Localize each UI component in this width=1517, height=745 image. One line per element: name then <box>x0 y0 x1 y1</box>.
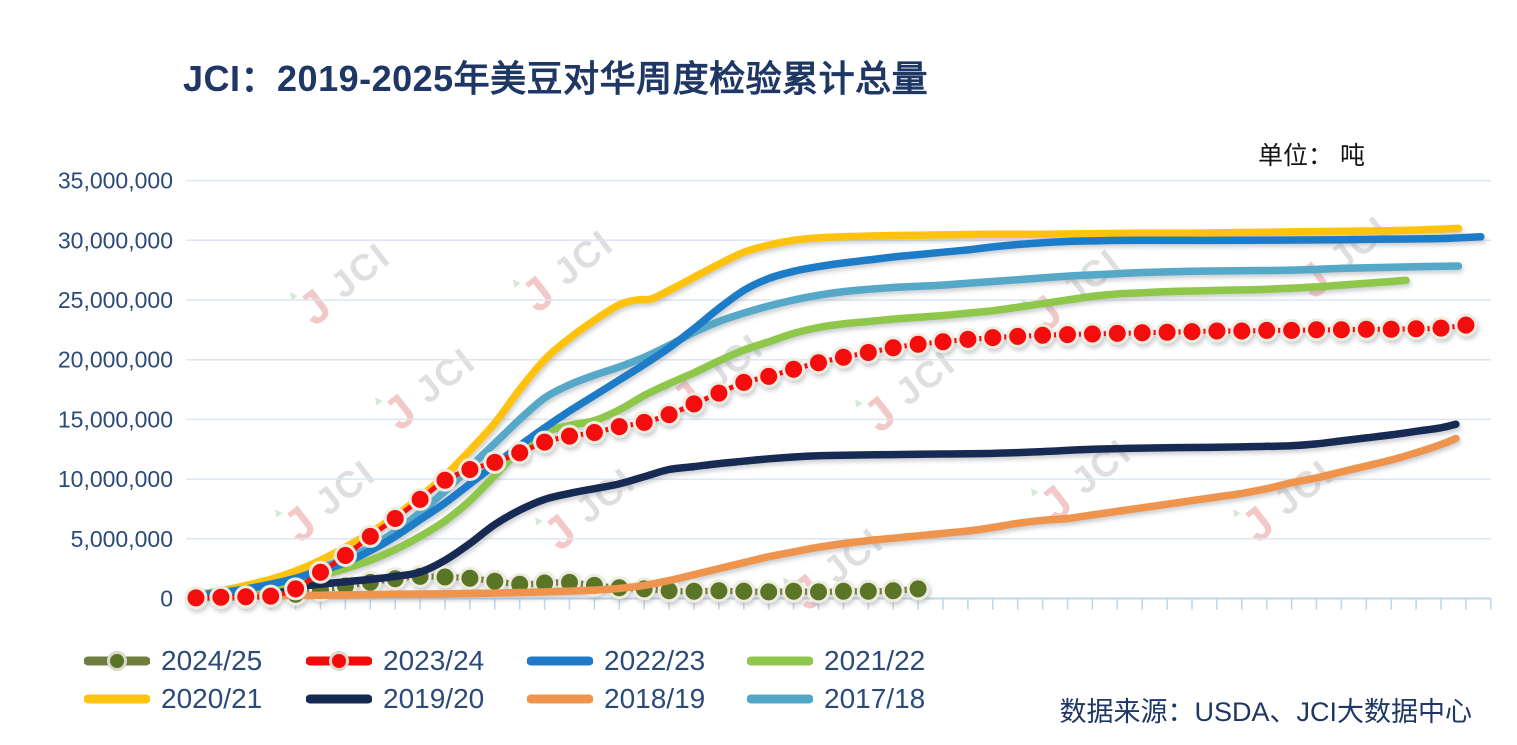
data-point-marker <box>682 579 706 603</box>
data-point-marker <box>209 585 233 609</box>
data-point-marker <box>682 392 706 416</box>
y-axis-label: 35,000,000 <box>58 168 173 194</box>
data-point-marker <box>831 345 855 369</box>
data-point-marker <box>1429 316 1453 340</box>
series-layer <box>184 224 1485 610</box>
data-point-marker <box>1080 322 1104 346</box>
data-point-marker <box>931 330 955 354</box>
y-axis-label: 10,000,000 <box>58 466 173 492</box>
series-2023-24 <box>184 313 1478 610</box>
data-point-marker <box>981 326 1005 350</box>
data-point-marker <box>881 579 905 603</box>
series-line <box>192 420 1460 599</box>
data-point-marker <box>1180 320 1204 344</box>
data-point-marker <box>458 566 482 590</box>
data-point-marker <box>732 370 756 394</box>
series-2018-19 <box>192 434 1460 601</box>
y-axis-label: 5,000,000 <box>71 526 173 552</box>
data-point-marker <box>333 544 357 567</box>
data-point-marker <box>757 364 781 388</box>
data-point-marker <box>1031 323 1055 347</box>
unit-label: 单位： 吨 <box>1258 142 1365 170</box>
data-point-marker <box>1205 319 1229 343</box>
data-point-marker <box>757 580 781 604</box>
data-point-marker <box>956 327 980 351</box>
data-point-marker <box>831 579 855 603</box>
data-point-marker <box>807 580 830 604</box>
data-point-marker <box>782 357 806 381</box>
series-line <box>192 276 1410 600</box>
chart-title: JCI：2019-2025年美豆对华周度检验累计总量 <box>183 58 929 99</box>
data-point-marker <box>309 560 332 584</box>
data-point-marker <box>1404 317 1428 341</box>
data-point-marker <box>1105 321 1129 345</box>
data-point-marker <box>1006 324 1030 348</box>
data-point-marker <box>433 565 457 589</box>
data-point-marker <box>1354 317 1378 341</box>
data-point-marker <box>508 441 532 465</box>
y-axis-label: 0 <box>160 586 173 612</box>
data-point-marker <box>1130 321 1154 345</box>
series-2021-22 <box>192 276 1410 600</box>
y-axis-label: 20,000,000 <box>58 347 173 373</box>
data-point-marker <box>582 421 606 444</box>
data-point-marker <box>657 403 681 427</box>
y-axis-label: 30,000,000 <box>58 227 173 253</box>
data-point-marker <box>184 586 208 610</box>
series-2022-23 <box>192 232 1485 600</box>
data-point-marker <box>558 424 581 448</box>
data-point-marker <box>1255 318 1279 342</box>
data-point-marker <box>1305 318 1328 342</box>
data-point-marker <box>732 579 756 603</box>
data-point-marker <box>259 584 283 608</box>
data-point-marker <box>607 415 631 439</box>
series-2019-20 <box>192 420 1460 599</box>
data-point-marker <box>707 579 731 603</box>
data-point-marker <box>881 336 905 360</box>
data-point-marker <box>383 507 407 530</box>
data-point-marker <box>483 450 507 474</box>
data-point-marker <box>1329 318 1353 342</box>
data-point-marker <box>533 430 557 454</box>
data-point-marker <box>1280 318 1304 342</box>
series-line <box>192 232 1485 600</box>
data-point-marker <box>807 351 830 375</box>
data-point-marker <box>782 579 806 603</box>
data-point-marker <box>906 332 930 356</box>
data-point-marker <box>906 577 930 601</box>
data-point-marker <box>408 487 432 511</box>
data-point-marker <box>458 458 482 481</box>
series-line <box>193 322 1469 601</box>
data-point-marker <box>1379 317 1403 341</box>
series-line <box>192 434 1460 601</box>
data-point-marker <box>856 579 880 603</box>
y-axis-label: 25,000,000 <box>58 287 173 313</box>
data-point-marker <box>632 410 656 434</box>
data-point-marker <box>234 585 258 609</box>
y-axis-label: 15,000,000 <box>58 406 173 432</box>
data-point-marker <box>1155 320 1179 344</box>
data-point-marker <box>1056 323 1079 347</box>
y-axis-labels: 35,000,000 30,000,000 25,000,000 20,000,000… <box>58 168 173 612</box>
data-point-marker <box>1454 313 1478 337</box>
source-note: 数据来源：USDA、JCI大数据中心 <box>1059 697 1472 727</box>
data-point-marker <box>284 577 308 601</box>
data-point-marker <box>483 569 507 593</box>
data-point-marker <box>1230 319 1254 343</box>
data-point-marker <box>856 341 880 364</box>
data-point-marker <box>433 468 457 492</box>
data-point-marker <box>707 381 731 405</box>
data-point-marker <box>358 524 382 548</box>
